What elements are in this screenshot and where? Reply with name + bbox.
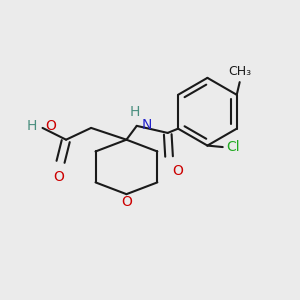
Text: O: O <box>121 194 132 208</box>
Text: CH₃: CH₃ <box>228 65 251 78</box>
Text: N: N <box>141 118 152 132</box>
Text: H: H <box>27 119 37 134</box>
Text: O: O <box>53 170 64 184</box>
Text: Cl: Cl <box>226 140 240 154</box>
Text: H: H <box>130 105 140 119</box>
Text: O: O <box>45 119 56 134</box>
Text: O: O <box>172 164 183 178</box>
